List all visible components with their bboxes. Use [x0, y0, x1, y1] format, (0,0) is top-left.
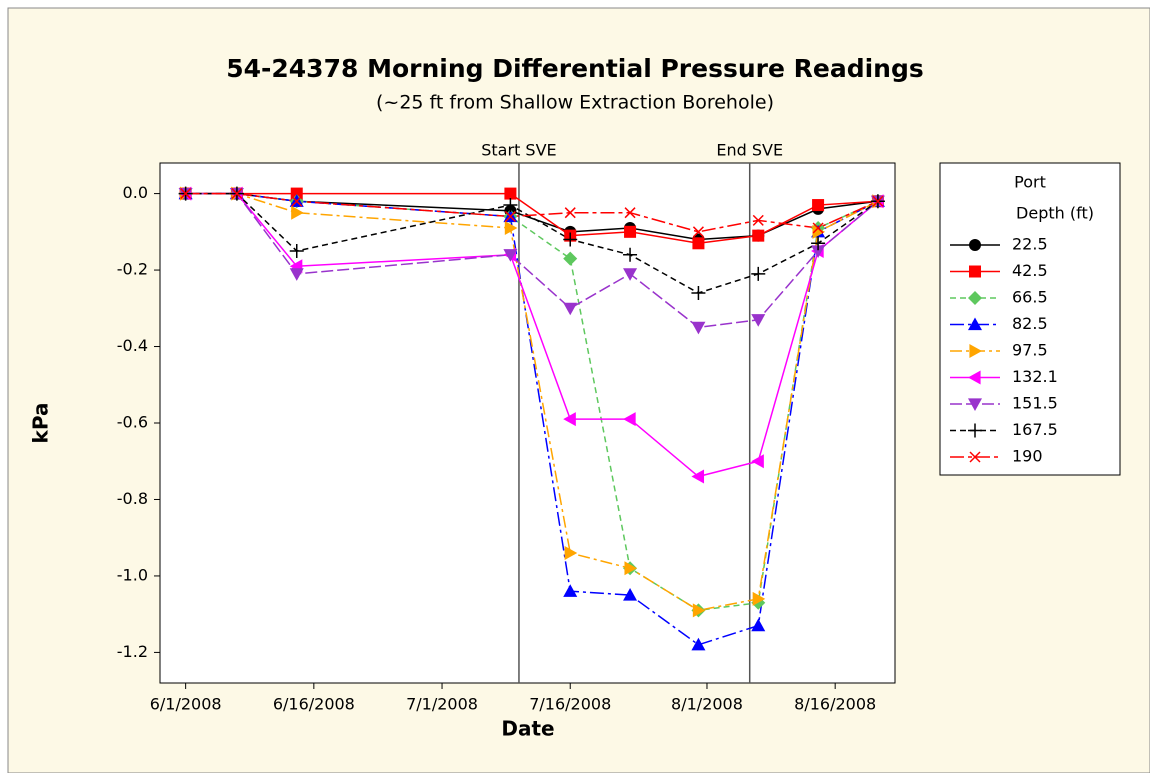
series-line: [185, 192, 878, 245]
marker: [624, 207, 636, 219]
marker: [691, 637, 706, 651]
y-tick-label: -0.8: [117, 489, 148, 508]
y-tick-label: -0.6: [117, 413, 148, 432]
marker: [503, 198, 518, 213]
marker: [812, 199, 825, 212]
chart-subtitle: (~25 ft from Shallow Extraction Borehole…: [376, 92, 774, 114]
marker: [564, 546, 578, 560]
legend-label: 66.5: [1012, 288, 1048, 307]
legend-label: 190: [1012, 447, 1043, 466]
chart-title: 54-24378 Morning Differential Pressure R…: [226, 54, 924, 83]
marker: [563, 251, 578, 266]
legend-marker: [968, 423, 982, 438]
legend-marker: [968, 398, 982, 411]
plot-area: [159, 162, 896, 684]
marker: [504, 187, 517, 200]
marker: [563, 232, 578, 247]
legend-title: Port: [1014, 173, 1046, 192]
marker: [623, 268, 638, 281]
y-tick-label: 0.0: [123, 183, 148, 202]
marker: [564, 207, 576, 219]
marker: [751, 618, 766, 632]
legend-label: 97.5: [1012, 341, 1048, 360]
marker: [231, 188, 243, 200]
y-tick-label: -1.0: [117, 565, 148, 584]
legend-title: Depth (ft): [1016, 204, 1094, 223]
legend-label: 151.5: [1012, 394, 1058, 413]
legend-label: 167.5: [1012, 420, 1058, 439]
marker: [624, 561, 638, 576]
marker: [289, 268, 304, 281]
marker: [812, 222, 824, 234]
x-tick-label: 6/1/2008: [150, 695, 222, 714]
marker: [751, 454, 764, 469]
legend-label: 132.1: [1012, 367, 1058, 386]
reference-label: Start SVE: [481, 141, 556, 160]
marker: [623, 247, 638, 262]
legend-marker: [969, 344, 982, 358]
marker: [752, 214, 764, 226]
legend-box: [939, 162, 1121, 476]
marker: [624, 225, 637, 238]
marker: [563, 302, 578, 316]
marker: [812, 224, 826, 239]
marker: [692, 603, 706, 618]
marker: [872, 195, 884, 207]
legend-label: 42.5: [1012, 261, 1048, 280]
marker: [180, 188, 192, 200]
marker: [563, 412, 576, 427]
marker: [504, 221, 518, 235]
marker: [623, 588, 638, 601]
legend-marker: [969, 265, 981, 278]
x-tick-label: 7/16/2008: [529, 695, 611, 714]
series-line: [185, 192, 879, 478]
marker: [691, 321, 706, 335]
marker: [691, 286, 706, 300]
x-tick-label: 8/1/2008: [671, 695, 743, 714]
marker: [291, 205, 304, 220]
legend-label: 82.5: [1012, 314, 1048, 333]
marker: [811, 245, 826, 258]
marker: [751, 314, 766, 327]
y-tick-label: -0.4: [117, 336, 148, 355]
x-tick-label: 7/1/2008: [406, 695, 478, 714]
x-axis-label: Date: [501, 717, 554, 741]
legend-label: 22.5: [1012, 235, 1048, 254]
marker: [751, 266, 766, 281]
legend-marker: [969, 239, 981, 251]
marker: [752, 591, 766, 606]
legend-marker: [968, 370, 981, 385]
marker: [752, 229, 765, 242]
series-line: [185, 192, 879, 233]
marker: [691, 469, 705, 484]
reference-label: End SVE: [716, 141, 783, 160]
marker: [504, 210, 516, 223]
y-axis-label: kPa: [29, 403, 53, 444]
y-tick-label: -1.2: [117, 642, 148, 661]
marker: [563, 584, 578, 597]
legend-marker: [969, 451, 981, 463]
marker: [623, 412, 636, 427]
marker: [692, 226, 704, 238]
marker: [811, 236, 826, 251]
marker: [290, 187, 303, 200]
legend-marker: [968, 291, 982, 305]
marker: [692, 237, 705, 250]
marker: [289, 243, 304, 258]
x-tick-label: 6/16/2008: [273, 695, 355, 714]
marker: [503, 249, 518, 262]
marker: [291, 195, 303, 207]
series-line: [185, 192, 879, 294]
legend-marker: [968, 317, 982, 331]
series-line: [185, 192, 879, 329]
y-tick-label: -0.2: [117, 260, 148, 279]
x-tick-label: 8/16/2008: [794, 695, 876, 714]
